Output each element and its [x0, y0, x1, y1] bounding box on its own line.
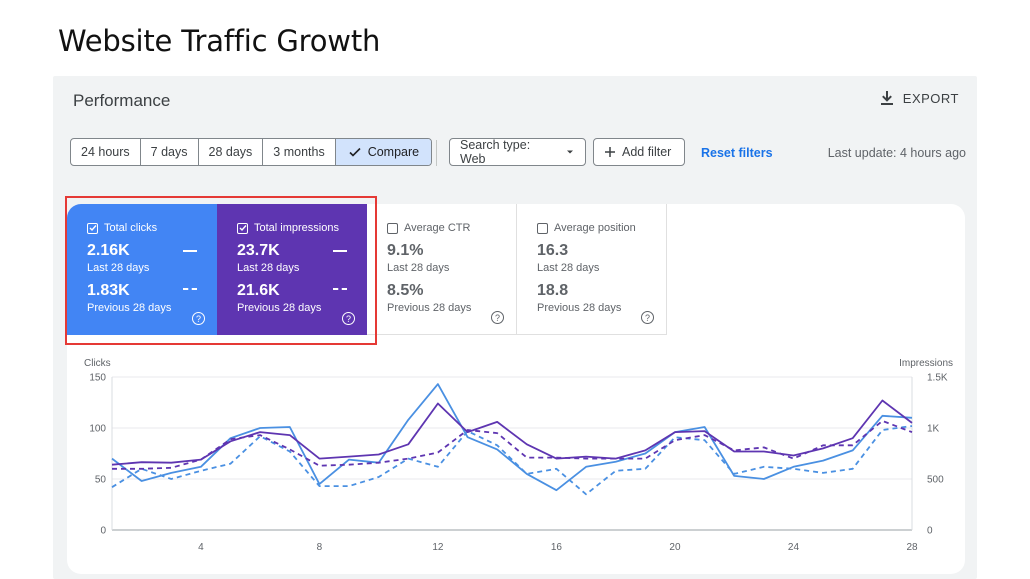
metric-previous-value: 8.5%: [387, 282, 424, 299]
range-7-days[interactable]: 7 days: [141, 139, 199, 165]
y-tick-left: 0: [100, 526, 106, 537]
metric-current-value: 9.1%: [387, 242, 424, 259]
x-tick: 4: [198, 542, 204, 553]
y-tick-left: 150: [89, 373, 106, 384]
page-heading: Website Traffic Growth: [58, 24, 381, 58]
checkbox-unchecked-icon[interactable]: [387, 222, 398, 234]
caret-down-icon: [567, 150, 574, 154]
x-tick: 28: [906, 542, 918, 553]
checkbox-checked-icon[interactable]: [237, 222, 248, 234]
help-icon[interactable]: ?: [192, 312, 205, 325]
help-icon[interactable]: ?: [342, 312, 355, 325]
help-icon[interactable]: ?: [491, 311, 504, 324]
metric-average-ctr[interactable]: Average CTR 9.1% Last 28 days 8.5% Previ…: [367, 204, 517, 335]
metric-previous-period: Previous 28 days: [387, 302, 472, 314]
y-axis-label-left: Clicks: [84, 358, 111, 369]
y-tick-left: 50: [95, 475, 107, 486]
x-tick: 20: [669, 542, 681, 553]
metric-previous-period: Previous 28 days: [87, 302, 172, 314]
solid-line-legend-icon: [183, 250, 197, 252]
x-tick: 12: [432, 542, 444, 553]
panel-title: Performance: [73, 91, 171, 110]
add-filter-button[interactable]: Add filter: [593, 138, 685, 166]
series-line: [111, 399, 913, 466]
toolbar-divider: [436, 140, 437, 166]
reset-filters-link[interactable]: Reset filters: [701, 146, 773, 160]
metric-previous-period: Previous 28 days: [537, 302, 622, 314]
metric-previous-value: 18.8: [537, 282, 569, 299]
y-tick-right: 1.5K: [927, 373, 948, 384]
y-tick-right: 1K: [927, 424, 940, 435]
export-label: EXPORT: [902, 90, 959, 106]
metric-current-period: Last 28 days: [387, 262, 450, 274]
metric-current-period: Last 28 days: [237, 262, 300, 274]
metric-label: Average CTR: [404, 222, 471, 234]
metric-average-position[interactable]: Average position 16.3 Last 28 days 18.8 …: [517, 204, 667, 335]
x-tick: 24: [788, 542, 800, 553]
export-button[interactable]: EXPORT: [879, 90, 959, 106]
metric-current-period: Last 28 days: [537, 262, 600, 274]
metric-current-value: 16.3: [537, 242, 569, 259]
metric-total-clicks[interactable]: Total clicks 2.16K Last 28 days 1.83K Pr…: [67, 204, 217, 335]
metric-previous-value: 1.83K: [87, 282, 130, 299]
range-28-days[interactable]: 28 days: [199, 139, 264, 165]
metric-label: Average position: [554, 222, 636, 234]
search-type-label: Search type: Web: [460, 138, 531, 166]
dashed-line-legend-icon: [333, 288, 347, 290]
download-icon: [880, 91, 893, 105]
metric-label: Total impressions: [254, 222, 339, 234]
checkbox-unchecked-icon[interactable]: [537, 222, 548, 234]
dashed-line-legend-icon: [183, 288, 197, 290]
metric-current-value: 2.16K: [87, 242, 130, 259]
y-tick-left: 100: [89, 424, 106, 435]
last-update-text: Last update: 4 hours ago: [827, 146, 966, 160]
metric-label: Total clicks: [104, 222, 158, 234]
solid-line-legend-icon: [333, 250, 347, 252]
x-tick: 8: [317, 542, 323, 553]
performance-panel: Performance EXPORT 24 hours 7 days 28 da…: [53, 76, 977, 579]
series-line: [111, 383, 913, 492]
metric-previous-period: Previous 28 days: [237, 302, 322, 314]
performance-card: Total clicks 2.16K Last 28 days 1.83K Pr…: [67, 204, 965, 574]
compare-label: Compare: [367, 145, 420, 159]
metric-total-impressions[interactable]: Total impressions 23.7K Last 28 days 21.…: [217, 204, 367, 335]
checkbox-checked-icon[interactable]: [87, 222, 98, 234]
x-tick: 16: [551, 542, 563, 553]
plus-icon: [605, 147, 615, 157]
date-range-selector: 24 hours 7 days 28 days 3 months Compare: [70, 138, 433, 166]
series-line: [111, 425, 913, 496]
metric-previous-value: 21.6K: [237, 282, 280, 299]
compare-button[interactable]: Compare: [335, 139, 432, 165]
help-icon[interactable]: ?: [641, 311, 654, 324]
y-axis-label-right: Impressions: [899, 358, 953, 369]
range-24-hours[interactable]: 24 hours: [71, 139, 141, 165]
metric-current-value: 23.7K: [237, 242, 280, 259]
add-filter-label: Add filter: [622, 145, 672, 159]
metric-current-period: Last 28 days: [87, 262, 150, 274]
check-icon: [349, 147, 361, 157]
search-type-dropdown[interactable]: Search type: Web: [449, 138, 586, 166]
y-tick-right: 0: [927, 526, 933, 537]
y-tick-right: 500: [927, 475, 944, 486]
range-3-months[interactable]: 3 months: [263, 139, 336, 165]
